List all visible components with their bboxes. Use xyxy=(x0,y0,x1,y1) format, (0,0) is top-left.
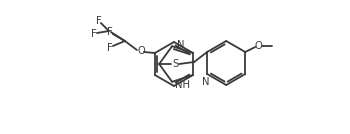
Text: F: F xyxy=(96,16,102,26)
Text: N: N xyxy=(177,40,184,50)
Text: O: O xyxy=(254,41,262,51)
Text: F: F xyxy=(107,27,113,37)
Text: F: F xyxy=(107,43,113,53)
Text: N: N xyxy=(202,77,210,87)
Text: O: O xyxy=(137,46,145,56)
Text: F: F xyxy=(91,29,97,39)
Text: NH: NH xyxy=(175,80,190,90)
Text: S: S xyxy=(172,59,178,69)
